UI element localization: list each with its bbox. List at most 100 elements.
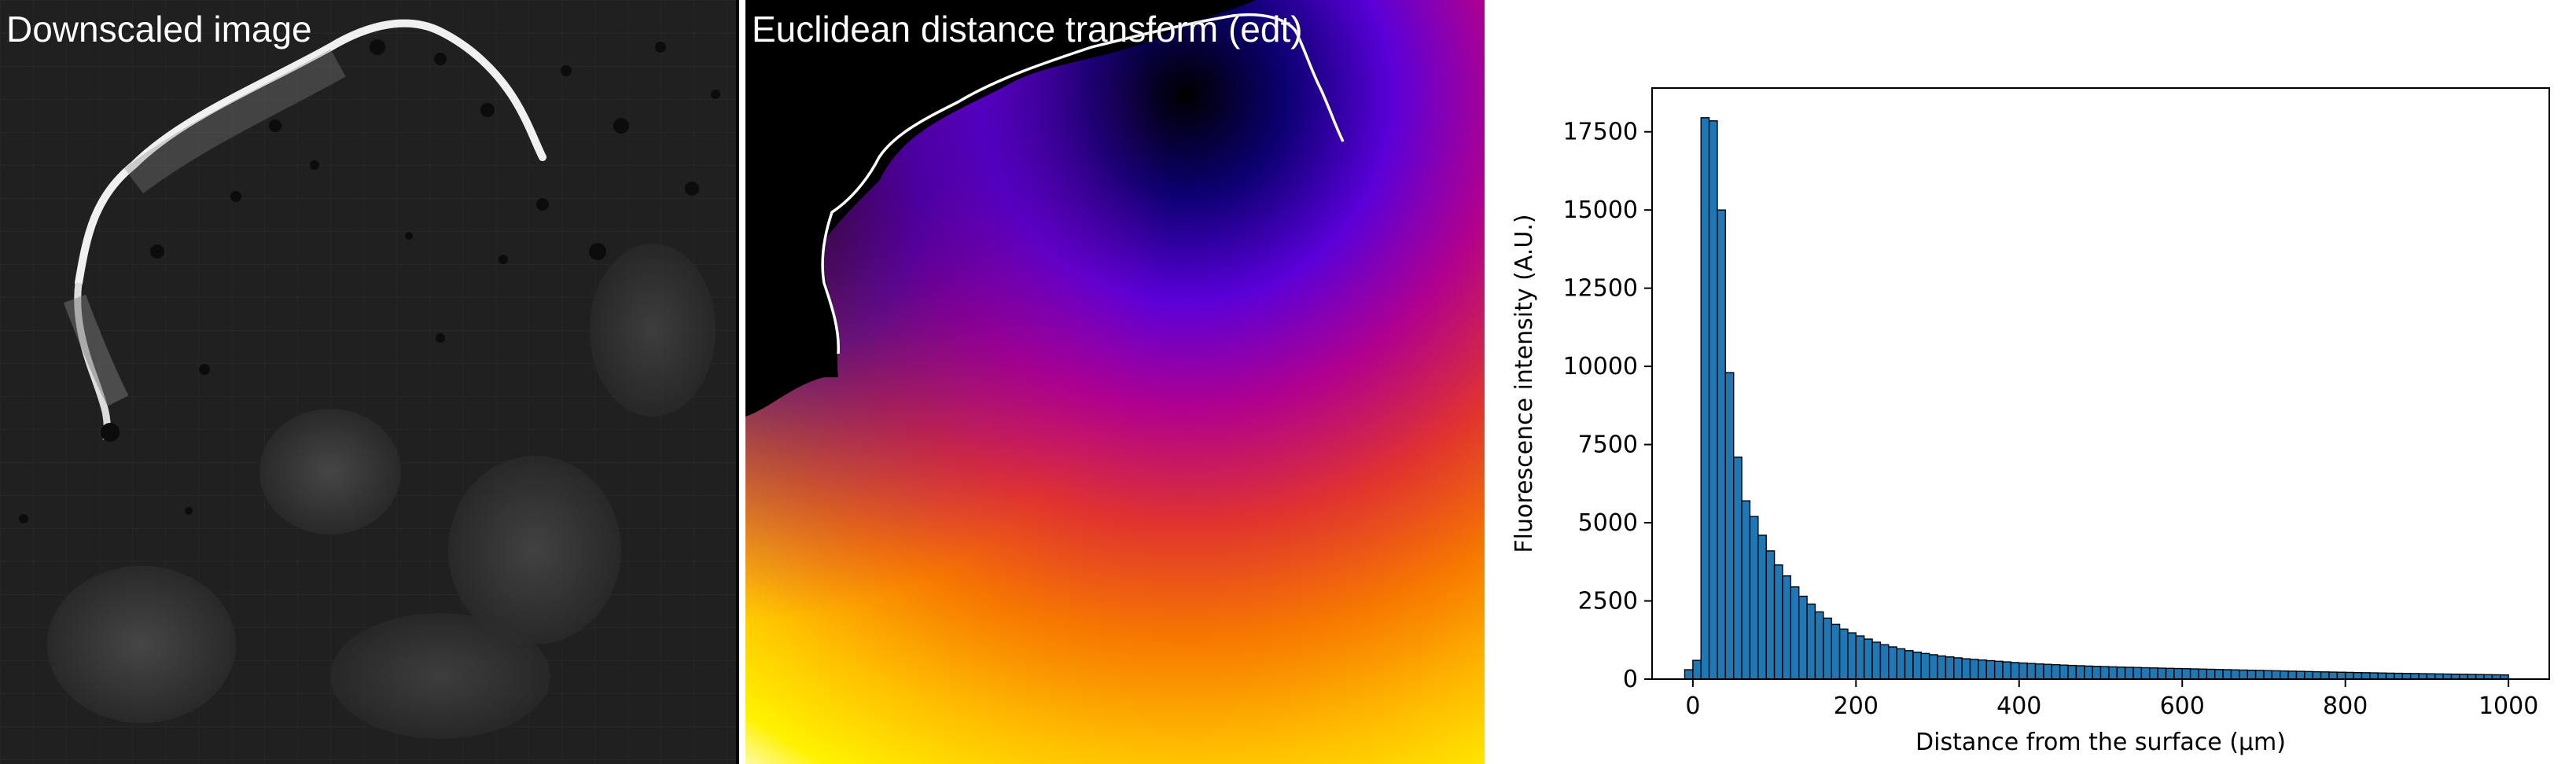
histogram-bar — [2067, 664, 2077, 680]
histogram-bar — [2263, 670, 2273, 680]
y-tick-label: 5000 — [1578, 509, 1638, 537]
histogram-bar — [1928, 654, 1938, 680]
histogram-bar — [2092, 666, 2102, 680]
histogram-bar — [2222, 669, 2232, 680]
histogram-bar — [1765, 550, 1776, 680]
plot-frame — [1651, 87, 2550, 680]
histogram-bar — [2206, 668, 2216, 680]
histogram-bar — [2369, 672, 2379, 680]
x-tick-label: 200 — [1834, 692, 1879, 720]
histogram-bar — [2361, 672, 2371, 680]
histogram-bar — [2280, 670, 2289, 680]
histogram-bar — [2287, 670, 2298, 680]
histogram-bar — [2108, 666, 2118, 680]
histogram-bar — [1798, 595, 1808, 680]
edt-title: Euclidean distance transform (edt) — [752, 9, 1303, 50]
histogram-bar — [2394, 672, 2403, 680]
histogram-bar — [1692, 659, 1702, 680]
y-axis-label: Fluorescence intensity (A.U.) — [1511, 214, 1538, 553]
x-tick-label: 400 — [1996, 692, 2041, 720]
x-axis: 0 200 400 600 800 1000 — [1685, 679, 2538, 720]
x-tick-label: 0 — [1685, 692, 1700, 720]
histogram-bar — [2084, 665, 2093, 680]
histogram-bar — [2010, 662, 2020, 680]
histogram-bar — [2377, 672, 2387, 680]
histogram-bar — [2018, 662, 2028, 680]
histogram-bar — [1871, 641, 1882, 680]
histogram-bar — [1749, 516, 1759, 680]
edt-image — [745, 0, 1485, 764]
histogram-bar — [2116, 666, 2126, 680]
histogram-bar — [1904, 650, 1914, 680]
histogram-bar — [1953, 657, 1963, 680]
histogram-bar — [2189, 668, 2199, 680]
histogram-bar — [1969, 659, 1979, 680]
histogram-bar — [1790, 586, 1800, 680]
histogram-bar — [1814, 611, 1824, 680]
x-tick-label: 1000 — [2478, 692, 2538, 720]
histogram-bar — [2043, 663, 2052, 680]
histogram-bar — [1700, 117, 1710, 680]
histogram-bar — [1806, 603, 1816, 680]
histogram-bar — [1961, 658, 1971, 680]
histogram-bar — [2353, 671, 2363, 680]
histogram-bar — [1773, 564, 1783, 680]
tissue-image — [0, 0, 739, 764]
x-tick-label: 800 — [2323, 692, 2368, 720]
histogram-bar — [2418, 673, 2428, 680]
histogram-bar — [1863, 638, 1873, 680]
downscaled-image-panel: Downscaled image — [0, 0, 739, 764]
histogram-bar — [1724, 372, 1735, 680]
histogram-bar — [2026, 663, 2037, 680]
histogram-bar — [2133, 667, 2143, 680]
histogram-bar — [2149, 667, 2158, 680]
histogram-bar — [2336, 671, 2346, 680]
y-tick-label: 10000 — [1563, 353, 1638, 380]
histogram-bar — [2409, 673, 2420, 680]
histogram-bar — [2140, 667, 2151, 680]
histogram-bar — [1993, 660, 2004, 680]
histogram-bar — [2124, 667, 2134, 680]
histogram-bar — [1945, 656, 1955, 680]
y-tick-label: 12500 — [1563, 275, 1638, 303]
histogram-bar — [1847, 632, 1857, 680]
histogram-bar — [1782, 575, 1792, 680]
histogram-chart: 0 2500 5000 7500 10000 12500 15000 17500 0 200 40… — [1511, 87, 2550, 756]
histogram-bar — [2099, 666, 2110, 680]
histogram-bar — [2344, 671, 2354, 680]
histogram-bar — [2165, 667, 2175, 680]
histogram-bar — [2254, 670, 2265, 680]
histogram-bar — [2034, 663, 2044, 680]
histogram-bar — [2385, 672, 2395, 680]
histogram-bar — [2181, 668, 2191, 680]
raw-image-title: Downscaled image — [6, 9, 312, 50]
histogram-bar — [1831, 623, 1841, 680]
histogram-bar — [1757, 534, 1767, 680]
histogram-bar — [1920, 652, 1930, 680]
histogram-bar — [2075, 665, 2085, 680]
histogram-panel: 0 2500 5000 7500 10000 12500 15000 17500 0 200 40… — [1485, 0, 2576, 764]
x-tick-label: 600 — [2160, 692, 2205, 720]
histogram-bar — [1879, 644, 1890, 680]
histogram-bar — [1838, 628, 1849, 680]
histogram-bar — [2426, 673, 2436, 680]
histogram-bar — [1888, 646, 1897, 680]
histogram-bar — [2401, 673, 2412, 680]
histogram-bar — [1855, 635, 1865, 680]
histogram-bar — [2173, 667, 2183, 680]
histogram-bar — [2247, 670, 2257, 680]
histogram-bar — [1896, 648, 1906, 680]
histogram-bar — [1708, 120, 1718, 680]
y-tick-label: 7500 — [1578, 432, 1638, 459]
histogram-bar — [2230, 669, 2240, 680]
x-axis-label: Distance from the surface (µm) — [1915, 729, 2286, 756]
histogram-bar — [2051, 663, 2061, 680]
histogram-bar — [1978, 659, 1987, 680]
histogram-bar — [2271, 670, 2281, 680]
histogram-bar — [1985, 659, 1996, 680]
y-tick-label: 17500 — [1563, 119, 1638, 146]
histogram-bar — [2328, 671, 2339, 680]
histogram-bar — [2198, 668, 2208, 680]
histogram-bar — [2059, 664, 2069, 680]
histogram-bar — [2295, 670, 2306, 680]
